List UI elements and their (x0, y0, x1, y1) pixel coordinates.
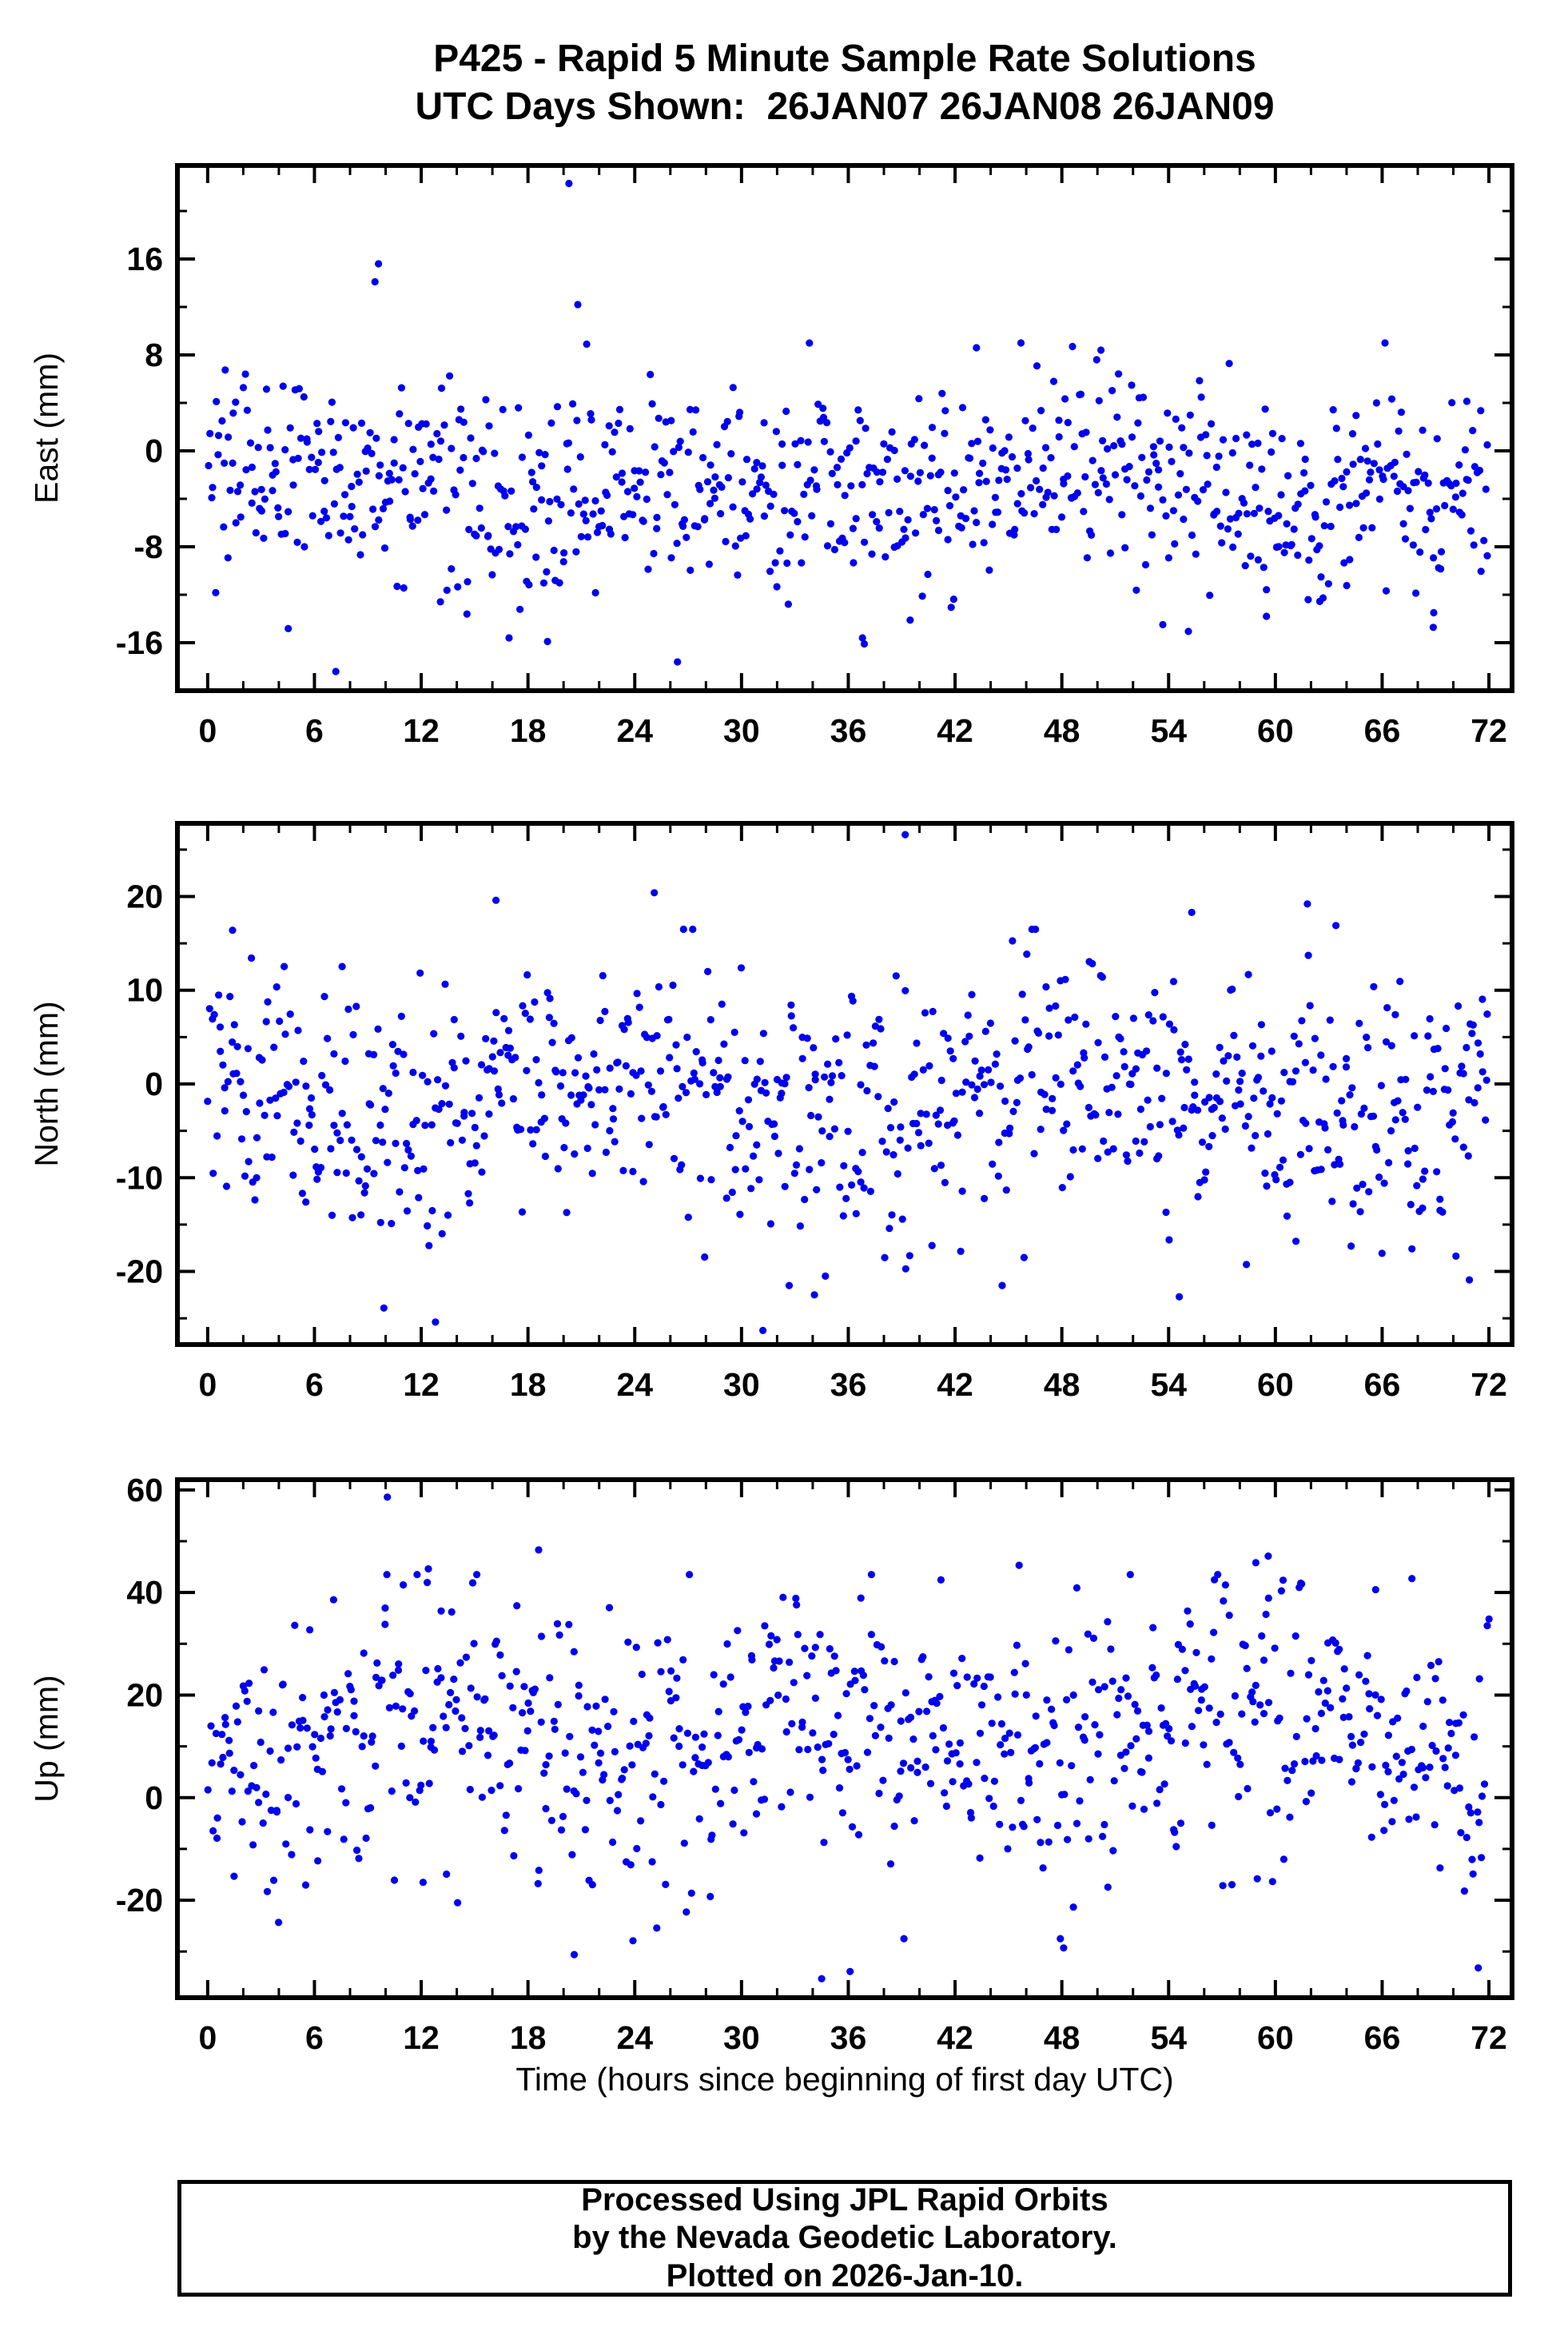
svg-text:0: 0 (145, 1066, 163, 1102)
svg-text:66: 66 (1364, 712, 1401, 749)
svg-text:20: 20 (126, 1676, 163, 1713)
svg-text:30: 30 (723, 1366, 760, 1403)
svg-text:48: 48 (1044, 712, 1080, 749)
svg-text:0: 0 (145, 1779, 163, 1816)
svg-text:60: 60 (1257, 2019, 1294, 2056)
svg-text:6: 6 (305, 712, 324, 749)
svg-text:36: 36 (830, 712, 867, 749)
svg-text:18: 18 (510, 2019, 547, 2056)
page-subtitle: UTC Days Shown: 26JAN07 26JAN08 26JAN09 (415, 86, 1275, 129)
footer-box: Processed Using JPL Rapid Orbits by the … (177, 2180, 1512, 2297)
panel-east: 0 6 12 18 24 30 36 42 48 54 60 66 72 -16 -8 0 8 16 East (m… (28, 163, 1514, 749)
y-axis-label-1: North (mm) (28, 1001, 65, 1166)
footer-line-2: by the Nevada Geodetic Laboratory. (572, 2220, 1117, 2256)
svg-text:36: 36 (830, 2019, 867, 2056)
svg-text:54: 54 (1150, 2019, 1187, 2056)
svg-text:8: 8 (145, 337, 163, 373)
svg-text:0: 0 (198, 2019, 217, 2056)
svg-text:0: 0 (198, 1366, 217, 1403)
svg-text:24: 24 (616, 712, 653, 749)
svg-text:12: 12 (403, 1366, 440, 1403)
svg-text:12: 12 (403, 2019, 440, 2056)
svg-text:6: 6 (305, 1366, 324, 1403)
y-axis-label-2: Up (mm) (28, 1675, 65, 1802)
svg-text:0: 0 (198, 712, 217, 749)
svg-text:48: 48 (1044, 1366, 1080, 1403)
svg-text:72: 72 (1470, 712, 1507, 749)
page-title: P425 - Rapid 5 Minute Sample Rate Soluti… (433, 38, 1256, 80)
svg-text:40: 40 (126, 1574, 163, 1611)
title-block: P425 - Rapid 5 Minute Sample Rate Soluti… (177, 35, 1512, 132)
svg-text:24: 24 (616, 1366, 653, 1403)
svg-text:60: 60 (1257, 712, 1294, 749)
svg-text:30: 30 (723, 2019, 760, 2056)
svg-text:-20: -20 (116, 1882, 163, 1919)
svg-text:72: 72 (1470, 2019, 1507, 2056)
svg-text:42: 42 (937, 2019, 973, 2056)
x-axis-label: Time (hours since beginning of first day… (515, 2061, 1174, 2098)
svg-text:0: 0 (145, 432, 163, 469)
svg-text:36: 36 (830, 1366, 867, 1403)
svg-text:-16: -16 (116, 624, 163, 661)
svg-text:-8: -8 (134, 528, 163, 565)
panel-north: 0 6 12 18 24 30 36 42 48 54 60 66 72 -20 -10 0 10 20 North… (28, 821, 1514, 1403)
svg-text:10: 10 (126, 972, 163, 1009)
footer-line-3: Plotted on 2026-Jan-10. (666, 2257, 1024, 2293)
svg-text:42: 42 (937, 1366, 973, 1403)
svg-text:-20: -20 (116, 1253, 163, 1290)
svg-text:60: 60 (1257, 1366, 1294, 1403)
svg-text:24: 24 (616, 2019, 653, 2056)
svg-text:18: 18 (510, 712, 547, 749)
svg-text:60: 60 (126, 1472, 163, 1508)
svg-text:66: 66 (1364, 1366, 1401, 1403)
svg-text:48: 48 (1044, 2019, 1080, 2056)
svg-text:30: 30 (723, 712, 760, 749)
svg-text:16: 16 (126, 241, 163, 277)
svg-text:66: 66 (1364, 2019, 1401, 2056)
footer-line-1: Processed Using JPL Rapid Orbits (581, 2182, 1108, 2218)
y-axis-label-0: East (mm) (28, 353, 65, 504)
panel-up: 0 6 12 18 24 30 36 42 48 54 60 66 72 -20 0 20 40 60 Up (mm… (28, 1472, 1514, 2056)
svg-text:42: 42 (937, 712, 973, 749)
svg-text:20: 20 (126, 878, 163, 914)
svg-text:12: 12 (403, 712, 440, 749)
svg-text:54: 54 (1150, 712, 1187, 749)
svg-text:54: 54 (1150, 1366, 1187, 1403)
svg-text:-10: -10 (116, 1159, 163, 1196)
svg-text:18: 18 (510, 1366, 547, 1403)
svg-text:72: 72 (1470, 1366, 1507, 1403)
svg-text:6: 6 (305, 2019, 324, 2056)
